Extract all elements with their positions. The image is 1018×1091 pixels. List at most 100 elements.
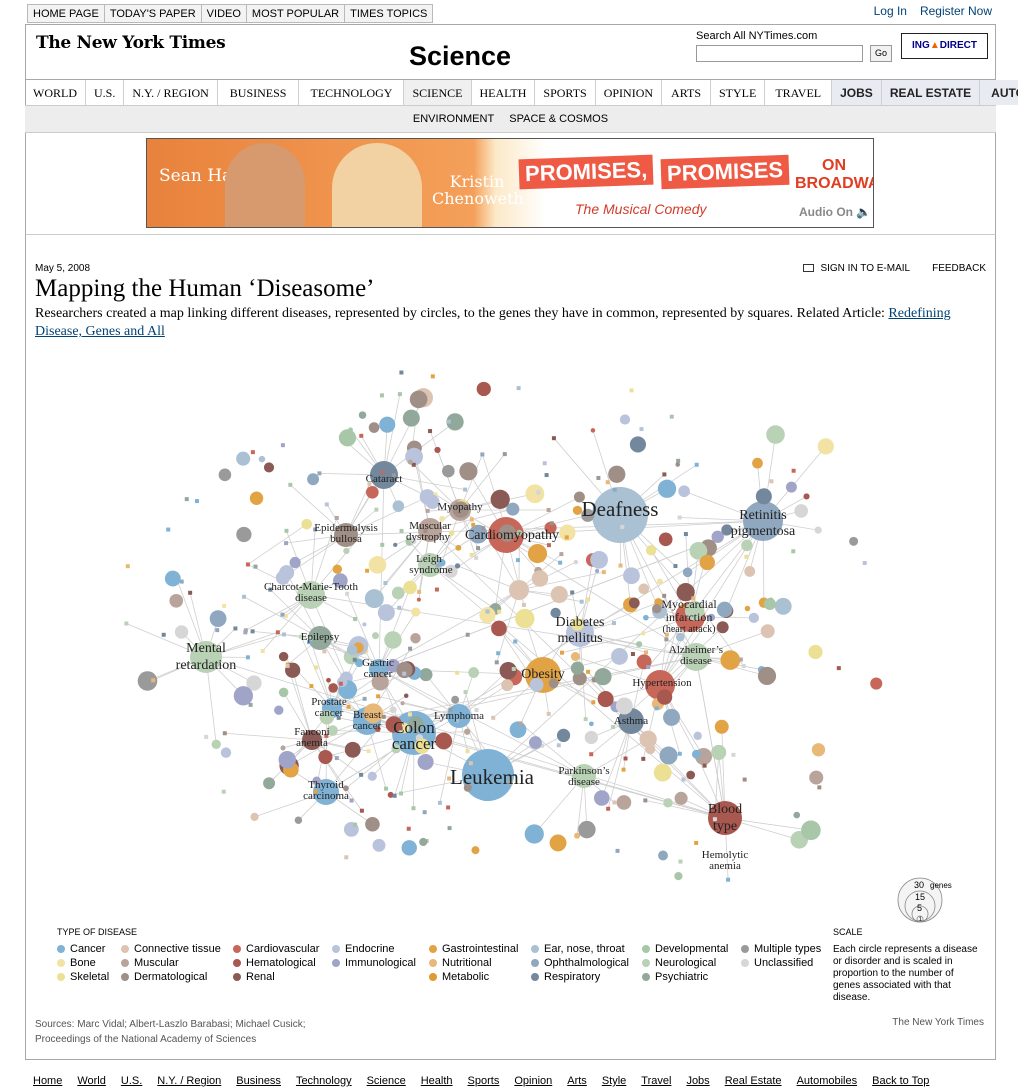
disease-node[interactable]	[362, 622, 367, 627]
gene-node[interactable]	[313, 527, 318, 532]
disease-node[interactable]	[442, 464, 455, 478]
gene-node[interactable]	[433, 492, 438, 497]
disease-node[interactable]	[452, 501, 469, 518]
gene-node[interactable]	[280, 443, 285, 448]
disease-node[interactable]	[590, 550, 608, 569]
disease-node[interactable]	[490, 489, 510, 510]
diseasome-network[interactable]: Cataract Myopathy Epidermolysis bullosa …	[100, 345, 920, 930]
disease-node[interactable]	[763, 597, 776, 611]
disease-node[interactable]	[439, 515, 446, 522]
gene-node[interactable]	[683, 532, 688, 537]
gene-node[interactable]	[125, 564, 130, 569]
disease-node[interactable]	[401, 840, 417, 856]
disease-node[interactable]	[499, 661, 517, 680]
disease-node[interactable]	[409, 390, 428, 409]
disease-node[interactable]	[652, 603, 662, 614]
disease-node[interactable]	[479, 607, 496, 624]
gene-node[interactable]	[744, 554, 749, 559]
disease-node[interactable]	[410, 538, 417, 545]
disease-node[interactable]	[643, 614, 649, 621]
disease-node[interactable]	[525, 484, 545, 504]
gene-node[interactable]	[673, 564, 678, 569]
gene-node[interactable]	[428, 429, 433, 434]
gene-node[interactable]	[407, 712, 412, 717]
disease-node[interactable]	[476, 381, 491, 397]
nav-jobs[interactable]: JOBS	[832, 80, 882, 105]
gene-node[interactable]	[662, 472, 667, 477]
disease-node[interactable]	[455, 544, 462, 551]
gene-node[interactable]	[446, 419, 451, 424]
disease-node[interactable]	[368, 422, 380, 433]
gene-node[interactable]	[862, 560, 867, 565]
disease-node[interactable]	[572, 671, 587, 686]
gene-node[interactable]	[544, 473, 549, 478]
gene-node[interactable]	[670, 679, 675, 684]
gene-node[interactable]	[384, 786, 389, 791]
gene-node[interactable]	[491, 715, 496, 720]
disease-node[interactable]	[501, 679, 514, 692]
gene-node[interactable]	[511, 666, 516, 671]
nyt-logo[interactable]: The New York Times	[36, 33, 226, 53]
gene-node[interactable]	[222, 731, 227, 736]
disease-node[interactable]	[785, 481, 797, 493]
nav-world[interactable]: WORLD	[25, 80, 86, 105]
gene-node[interactable]	[434, 587, 439, 592]
disease-node[interactable]	[280, 745, 286, 751]
gene-node[interactable]	[308, 636, 313, 641]
disease-node[interactable]	[581, 508, 595, 522]
gene-node[interactable]	[248, 702, 253, 707]
footer-world[interactable]: World	[77, 1075, 106, 1087]
disease-node[interactable]	[419, 837, 428, 847]
disease-node[interactable]	[674, 871, 683, 881]
disease-node[interactable]	[236, 451, 251, 466]
gene-node[interactable]	[416, 392, 421, 397]
gene-node[interactable]	[250, 629, 255, 634]
gene-node[interactable]	[324, 733, 329, 738]
disease-node[interactable]	[509, 580, 529, 600]
disease-node[interactable]	[678, 485, 690, 498]
gene-node[interactable]	[399, 370, 404, 375]
disease-node[interactable]	[437, 558, 446, 567]
disease-node[interactable]	[653, 763, 672, 782]
gene-node[interactable]	[583, 717, 588, 722]
gene-node[interactable]	[515, 558, 520, 563]
disease-node[interactable]	[365, 485, 379, 499]
disease-node[interactable]	[363, 703, 384, 724]
disease-node[interactable]	[658, 850, 668, 861]
disease-node[interactable]	[570, 618, 584, 631]
gene-node[interactable]	[307, 640, 312, 645]
gene-node[interactable]	[601, 570, 606, 575]
disease-node[interactable]	[236, 526, 252, 543]
footer-health[interactable]: Health	[420, 1075, 453, 1087]
gene-node[interactable]	[691, 655, 696, 660]
nav-technology[interactable]: TECHNOLOGY	[299, 80, 405, 105]
gene-node[interactable]	[366, 749, 371, 754]
search-go-button[interactable]: Go	[870, 45, 892, 62]
section-title[interactable]: Science	[408, 41, 512, 71]
sponsor-logo[interactable]: ING▲DIRECT	[901, 33, 988, 59]
gene-node[interactable]	[376, 694, 381, 699]
disease-node[interactable]	[774, 597, 792, 615]
disease-node[interactable]	[387, 791, 394, 798]
gene-node[interactable]	[322, 649, 327, 654]
disease-node[interactable]	[611, 647, 628, 665]
gene-node[interactable]	[641, 756, 646, 761]
gene-node[interactable]	[643, 798, 648, 803]
disease-node[interactable]	[675, 632, 685, 642]
disease-node[interactable]	[817, 438, 834, 455]
disease-node[interactable]	[608, 465, 626, 483]
gene-node[interactable]	[367, 482, 372, 487]
disease-node[interactable]	[364, 589, 384, 609]
disease-node[interactable]	[801, 820, 821, 841]
disease-node[interactable]	[246, 675, 262, 691]
disease-node[interactable]	[686, 770, 696, 780]
disease-node[interactable]	[263, 462, 275, 473]
gene-node[interactable]	[188, 590, 193, 595]
disease-node[interactable]	[425, 494, 440, 510]
gene-node[interactable]	[731, 752, 736, 757]
disease-node[interactable]	[471, 846, 480, 855]
gene-node[interactable]	[408, 646, 413, 651]
gene-node[interactable]	[606, 806, 611, 811]
gene-node[interactable]	[411, 806, 416, 811]
disease-node[interactable]	[692, 749, 701, 759]
